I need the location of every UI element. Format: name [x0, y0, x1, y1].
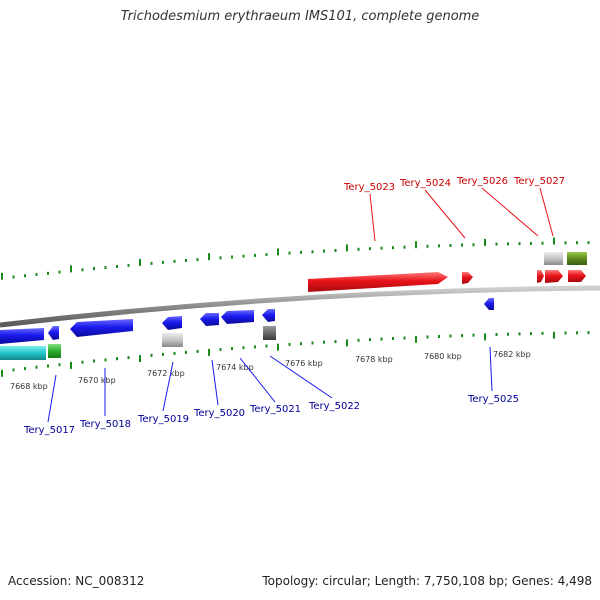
gene-label-tery-5026[interactable]: Tery_5026 [456, 176, 508, 187]
kbp-label: 7678 kbp [355, 355, 393, 364]
gene-tery-5018[interactable] [70, 319, 133, 337]
leader-line [539, 187, 554, 237]
leader-line [481, 187, 539, 237]
kbp-label: 7682 kbp [493, 350, 531, 359]
leader-line [369, 193, 376, 242]
kbp-label: 7668 kbp [10, 382, 48, 391]
genome-title: Trichodesmium erythraeum IMS101, complet… [120, 9, 480, 24]
gene-label-tery-5024[interactable]: Tery_5024 [399, 178, 451, 189]
gene-pseudo-reverse[interactable] [162, 333, 183, 347]
reverse-strand [0, 298, 494, 360]
gene-label-tery-5021[interactable]: Tery_5021 [249, 404, 301, 415]
gene-tery-5016[interactable] [0, 328, 44, 344]
gene-tery-5027[interactable] [568, 270, 586, 282]
gene-label-tery-5027[interactable]: Tery_5027 [513, 176, 565, 187]
leader-line [162, 361, 174, 412]
leader-line [239, 357, 276, 403]
gene-tery-5024[interactable] [462, 272, 473, 284]
forward-strand [308, 252, 587, 292]
kbp-label: 7670 kbp [78, 376, 116, 385]
gene-label-tery-5023[interactable]: Tery_5023 [343, 182, 395, 193]
gene-tery-5026[interactable] [545, 270, 563, 283]
kbp-label: 7680 kbp [424, 352, 462, 361]
gene-label-tery-5025[interactable]: Tery_5025 [467, 394, 519, 405]
leader-line [47, 374, 57, 423]
forward-labels: Tery_5023 Tery_5024 Tery_5026 Tery_5027 [343, 176, 565, 242]
gene-pseudo-forward[interactable] [544, 252, 563, 265]
accession-text: Accession: NC_008312 [8, 574, 145, 588]
gene-tery-5025[interactable] [484, 298, 494, 310]
gene-label-tery-5019[interactable]: Tery_5019 [137, 414, 189, 425]
kbp-label: 7676 kbp [285, 359, 323, 368]
inner-tick-row [1, 331, 590, 377]
genome-backbone [0, 285, 600, 328]
gene-label-tery-5022[interactable]: Tery_5022 [308, 401, 360, 412]
outer-tick-row [1, 237, 590, 280]
kbp-label: 7674 kbp [216, 363, 254, 372]
topology-text: Topology: circular; Length: 7,750,108 bp… [262, 574, 592, 588]
leader-line [211, 359, 219, 406]
gene-label-tery-5020[interactable]: Tery_5020 [193, 408, 245, 419]
leader-line [269, 355, 333, 399]
leader-line [424, 189, 466, 239]
gene-label-tery-5018[interactable]: Tery_5018 [79, 419, 131, 430]
leader-line [489, 346, 493, 392]
gene-tery-5026-a[interactable] [537, 270, 544, 283]
gene-tery-5021[interactable] [262, 309, 275, 322]
reverse-labels: Tery_5017 Tery_5018 Tery_5019 Tery_5020 … [23, 346, 519, 436]
gene-tery-5020[interactable] [221, 310, 254, 324]
gene-label-tery-5017[interactable]: Tery_5017 [23, 425, 75, 436]
gene-dark-reverse[interactable] [263, 326, 276, 340]
gene-tery-5019[interactable] [162, 316, 182, 330]
gene-tery-5023[interactable] [308, 272, 448, 292]
gene-green-reverse[interactable] [48, 344, 61, 358]
kbp-scale: 7668 kbp 7670 kbp 7672 kbp 7674 kbp 7676… [10, 350, 531, 391]
gene-tery-5017[interactable] [48, 326, 59, 340]
gene-tery-5020-a[interactable] [200, 313, 219, 326]
kbp-label: 7672 kbp [147, 369, 185, 378]
gene-rna-reverse[interactable] [0, 346, 46, 360]
gene-other-forward[interactable] [567, 252, 587, 265]
